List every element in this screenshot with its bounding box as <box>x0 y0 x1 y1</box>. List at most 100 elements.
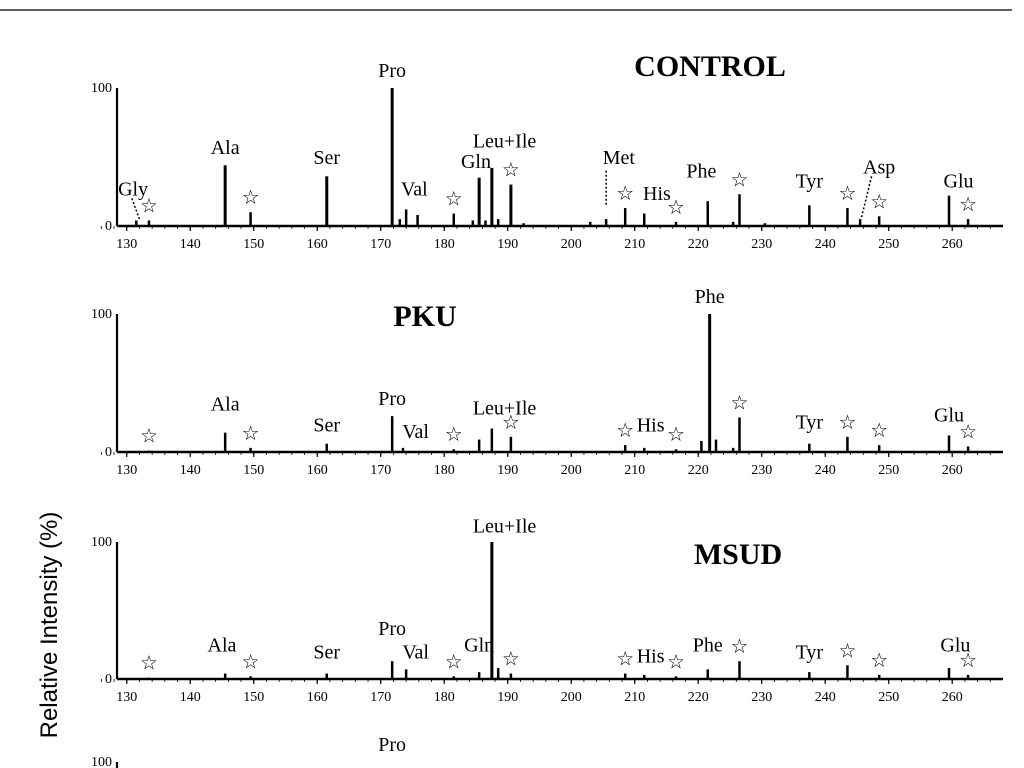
peak-label: Pro <box>378 388 406 410</box>
peak-label: Pro <box>378 60 406 82</box>
y-tick-label: 100 <box>91 307 112 322</box>
star-marker: ☆ <box>667 195 685 219</box>
peak-label: Gly <box>118 179 148 201</box>
star-marker: ☆ <box>242 185 260 209</box>
x-tick-label: 250 <box>878 463 899 478</box>
x-tick-label: 200 <box>561 463 582 478</box>
peak-label: Gln <box>461 151 491 173</box>
peak-label: Leu+Ile <box>473 130 537 152</box>
x-tick-label: 230 <box>751 463 772 478</box>
star-marker: ☆ <box>616 647 634 671</box>
star-marker: ☆ <box>445 187 463 211</box>
peak-label: Val <box>402 421 429 443</box>
peak-label: Pro <box>378 734 406 756</box>
x-tick-label: 140 <box>180 463 201 478</box>
peak-label: Ser <box>313 414 340 436</box>
x-tick-label: 130 <box>116 237 137 252</box>
peak-label: Phe <box>695 286 725 308</box>
x-tick-label: 200 <box>561 237 582 252</box>
peak-label: Ser <box>313 147 340 169</box>
star-marker: ☆ <box>502 647 520 671</box>
star-marker: ☆ <box>959 192 977 216</box>
y-tick-label: 100 <box>91 81 112 96</box>
y-tick-label: 0 <box>105 445 112 460</box>
x-tick-label: 210 <box>624 237 645 252</box>
x-tick-label: 150 <box>243 237 264 252</box>
x-tick-label: 180 <box>434 463 455 478</box>
panel-pku: 0 100 130 140 150 160 170 180 190 200 210 220 230 240… <box>91 286 1003 478</box>
peak-label: Ser <box>313 641 340 663</box>
star-marker: ☆ <box>870 648 888 672</box>
peak-label: Val <box>402 641 429 663</box>
x-tick-label: 250 <box>878 237 899 252</box>
x-tick-label: 170 <box>370 237 391 252</box>
x-tick-label: 230 <box>751 690 772 705</box>
peak-label: Met <box>603 147 636 169</box>
star-marker: ☆ <box>242 421 260 445</box>
peak-label: Pro <box>378 618 406 640</box>
x-tick-label: 260 <box>942 237 963 252</box>
y-tick-label: 100 <box>91 755 112 768</box>
star-marker: ☆ <box>616 181 634 205</box>
x-tick-label: 220 <box>688 690 709 705</box>
peak-label: Glu <box>934 405 964 427</box>
peak-label: Ala <box>211 137 240 159</box>
x-tick-label: 240 <box>815 690 836 705</box>
x-tick-label: 140 <box>180 690 201 705</box>
star-marker: ☆ <box>870 418 888 442</box>
star-marker: ☆ <box>838 181 856 205</box>
peak-label: Gln <box>464 635 494 657</box>
dotted-leader <box>131 198 141 220</box>
x-tick-label: 210 <box>624 690 645 705</box>
star-marker: ☆ <box>445 649 463 673</box>
x-tick-label: 220 <box>688 237 709 252</box>
x-tick-label: 190 <box>497 237 518 252</box>
star-marker: ☆ <box>667 649 685 673</box>
peak-label: His <box>637 414 665 436</box>
star-marker: ☆ <box>959 648 977 672</box>
x-tick-label: 170 <box>370 690 391 705</box>
x-tick-label: 180 <box>434 690 455 705</box>
peak-label: Phe <box>693 635 723 657</box>
x-tick-label: 210 <box>624 463 645 478</box>
x-tick-label: 140 <box>180 237 201 252</box>
x-tick-label: 130 <box>116 463 137 478</box>
x-tick-label: 150 <box>243 690 264 705</box>
x-tick-label: 240 <box>815 463 836 478</box>
peak-label: His <box>637 646 665 668</box>
x-tick-label: 250 <box>878 690 899 705</box>
dotted-leader <box>860 176 873 218</box>
x-tick-label: 130 <box>116 690 137 705</box>
x-tick-label: 260 <box>942 690 963 705</box>
panel-title: MSUD <box>694 538 782 571</box>
star-marker: ☆ <box>502 158 520 182</box>
peak-label: Glu <box>940 635 970 657</box>
star-marker: ☆ <box>838 410 856 434</box>
peak-label: Tyr <box>796 641 824 663</box>
x-tick-label: 200 <box>561 690 582 705</box>
star-marker: ☆ <box>140 193 158 217</box>
x-tick-label: 150 <box>243 463 264 478</box>
panel-msud: 0 100 130 140 150 160 170 180 190 200 210 220 230 240… <box>91 515 1003 705</box>
peak-label: Glu <box>944 170 974 192</box>
x-tick-label: 230 <box>751 237 772 252</box>
x-tick-label: 260 <box>942 463 963 478</box>
peak-label: Ala <box>208 635 237 657</box>
panel-title: PKU <box>393 300 456 333</box>
star-marker: ☆ <box>838 638 856 662</box>
x-tick-label: 190 <box>497 463 518 478</box>
x-tick-label: 160 <box>307 690 328 705</box>
y-tick-label: 0 <box>105 672 112 687</box>
panel-control: 0 100 130 140 150 160 170 180 190 200 210 220 230 240… <box>91 50 1003 252</box>
chart-panels: 0 100 130 140 150 160 170 180 190 200 210 220 230 240… <box>91 50 1003 768</box>
star-marker: ☆ <box>731 391 749 415</box>
peak-label: Leu+Ile <box>473 398 537 420</box>
star-marker: ☆ <box>616 418 634 442</box>
peak-label: Phe <box>686 161 716 183</box>
peak-label: Asp <box>863 157 895 179</box>
star-marker: ☆ <box>959 419 977 443</box>
x-tick-label: 160 <box>307 237 328 252</box>
y-tick-label: 0 <box>105 219 112 234</box>
x-tick-label: 170 <box>370 463 391 478</box>
panel-fourth: 100 Pro <box>91 734 406 768</box>
